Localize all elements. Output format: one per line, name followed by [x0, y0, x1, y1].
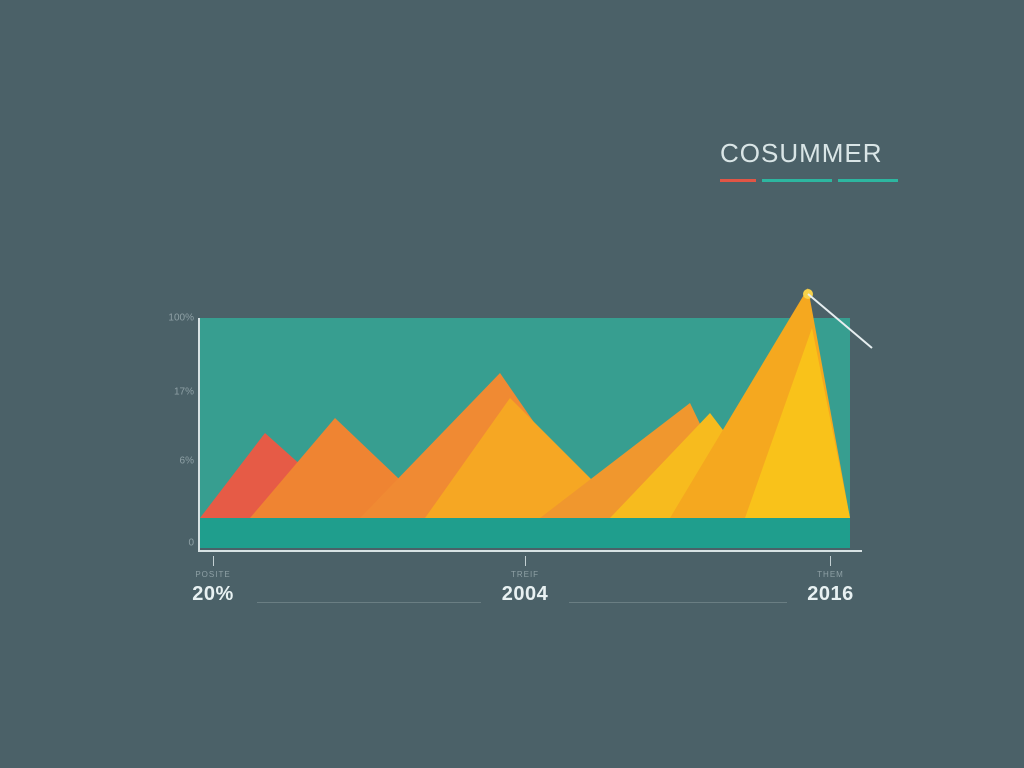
legend-swatch: [762, 179, 832, 182]
x-tick: TREIF 2004: [485, 556, 565, 606]
y-tick-label: 0: [188, 538, 194, 549]
y-tick-label: 17%: [174, 386, 194, 397]
x-tick: THEM 2016: [791, 556, 871, 606]
legend-swatch: [838, 179, 898, 182]
area-peaks: [200, 318, 850, 548]
x-axis-line: [198, 550, 862, 552]
y-tick-label: 6%: [180, 455, 194, 466]
x-tick-caption: POSITE: [173, 570, 253, 579]
y-axis-labels: 100%17%6%0: [154, 318, 194, 548]
x-tick-mark: [830, 556, 831, 566]
title-block: COSUMMER: [720, 138, 898, 182]
x-connector: [569, 602, 787, 603]
x-tick-mark: [525, 556, 526, 566]
x-tick-caption: THEM: [791, 570, 871, 579]
x-tick: POSITE 20%: [173, 556, 253, 606]
pointer-line: [808, 294, 872, 348]
x-tick-value: 2016: [791, 583, 871, 606]
x-tick-mark: [213, 556, 214, 566]
x-connector: [257, 602, 481, 603]
legend: [720, 179, 898, 182]
y-tick-label: 100%: [168, 313, 194, 324]
y-axis-line: [198, 318, 200, 552]
x-tick-value: 20%: [173, 583, 253, 606]
x-tick-value: 2004: [485, 583, 565, 606]
x-tick-caption: TREIF: [485, 570, 565, 579]
chart-canvas: COSUMMER 100%17%6%0 POSITE20%TREIF2004TH…: [0, 0, 1024, 768]
chart-area: 100%17%6%0 POSITE20%TREIF2004THEM2016: [200, 318, 850, 548]
chart-title: COSUMMER: [720, 138, 898, 169]
legend-swatch: [720, 179, 756, 182]
